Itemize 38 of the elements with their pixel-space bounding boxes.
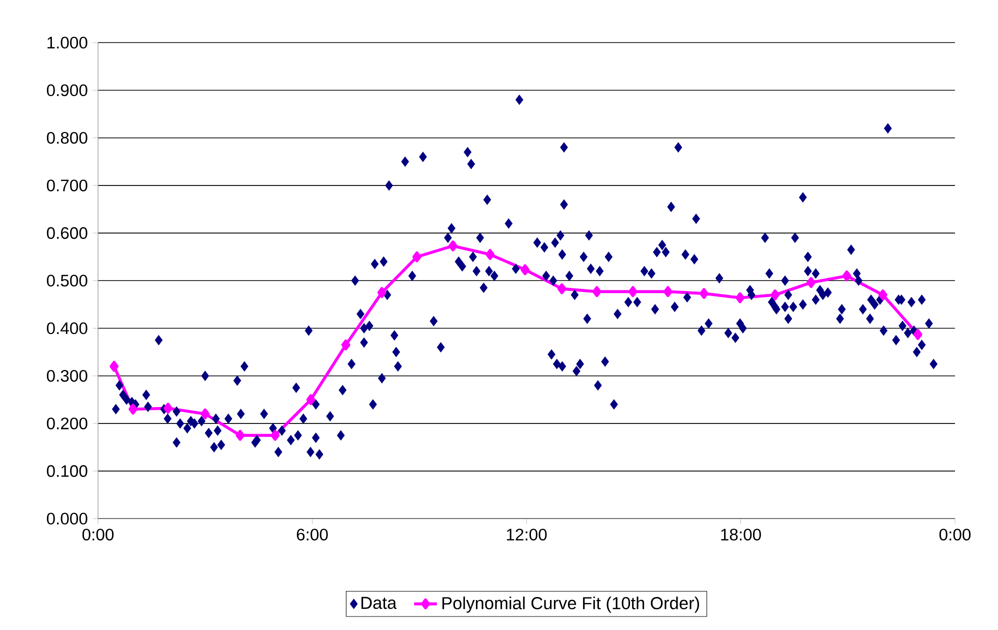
point [236,430,245,441]
x-tick-label: 18:00 [721,528,761,540]
x-tick-label: 0:00 [82,528,114,540]
point [448,240,458,252]
y-tick-label: 1.000 [48,36,88,49]
point [842,270,852,282]
point [341,339,350,350]
point [270,430,280,441]
y-tick-label: 0.900 [46,84,88,96]
point [663,286,672,298]
y-tick-label: 0.500 [46,274,88,287]
x-tick-label: 6:00 [296,528,328,540]
point [770,289,780,300]
legend-label: Polynomial Curve Fit (10th Order) [442,596,700,613]
y-tick-label: 0.800 [46,132,88,144]
x-tick-label: 0:00 [939,528,971,540]
point [377,287,386,298]
point [520,264,530,276]
y-tick-label: 0.600 [46,227,88,239]
y-tick-label: 0.200 [46,418,88,430]
point [557,283,566,294]
point [736,292,745,304]
y-tick-label: 0.400 [46,322,88,334]
point [806,277,816,288]
point [412,251,422,262]
y-tick-label: 0.700 [46,180,88,192]
x-tick-label: 12:00 [506,528,547,540]
y-tick-label: 0.300 [46,370,88,382]
legend-label: Data [361,596,397,609]
point [592,286,602,298]
y-tick-label: 0.100 [46,465,88,477]
point [486,249,495,260]
point [700,288,708,299]
y-tick-label: 0.000 [46,512,88,525]
point [306,394,316,406]
point [110,360,119,372]
point [628,286,638,298]
point [200,408,210,420]
